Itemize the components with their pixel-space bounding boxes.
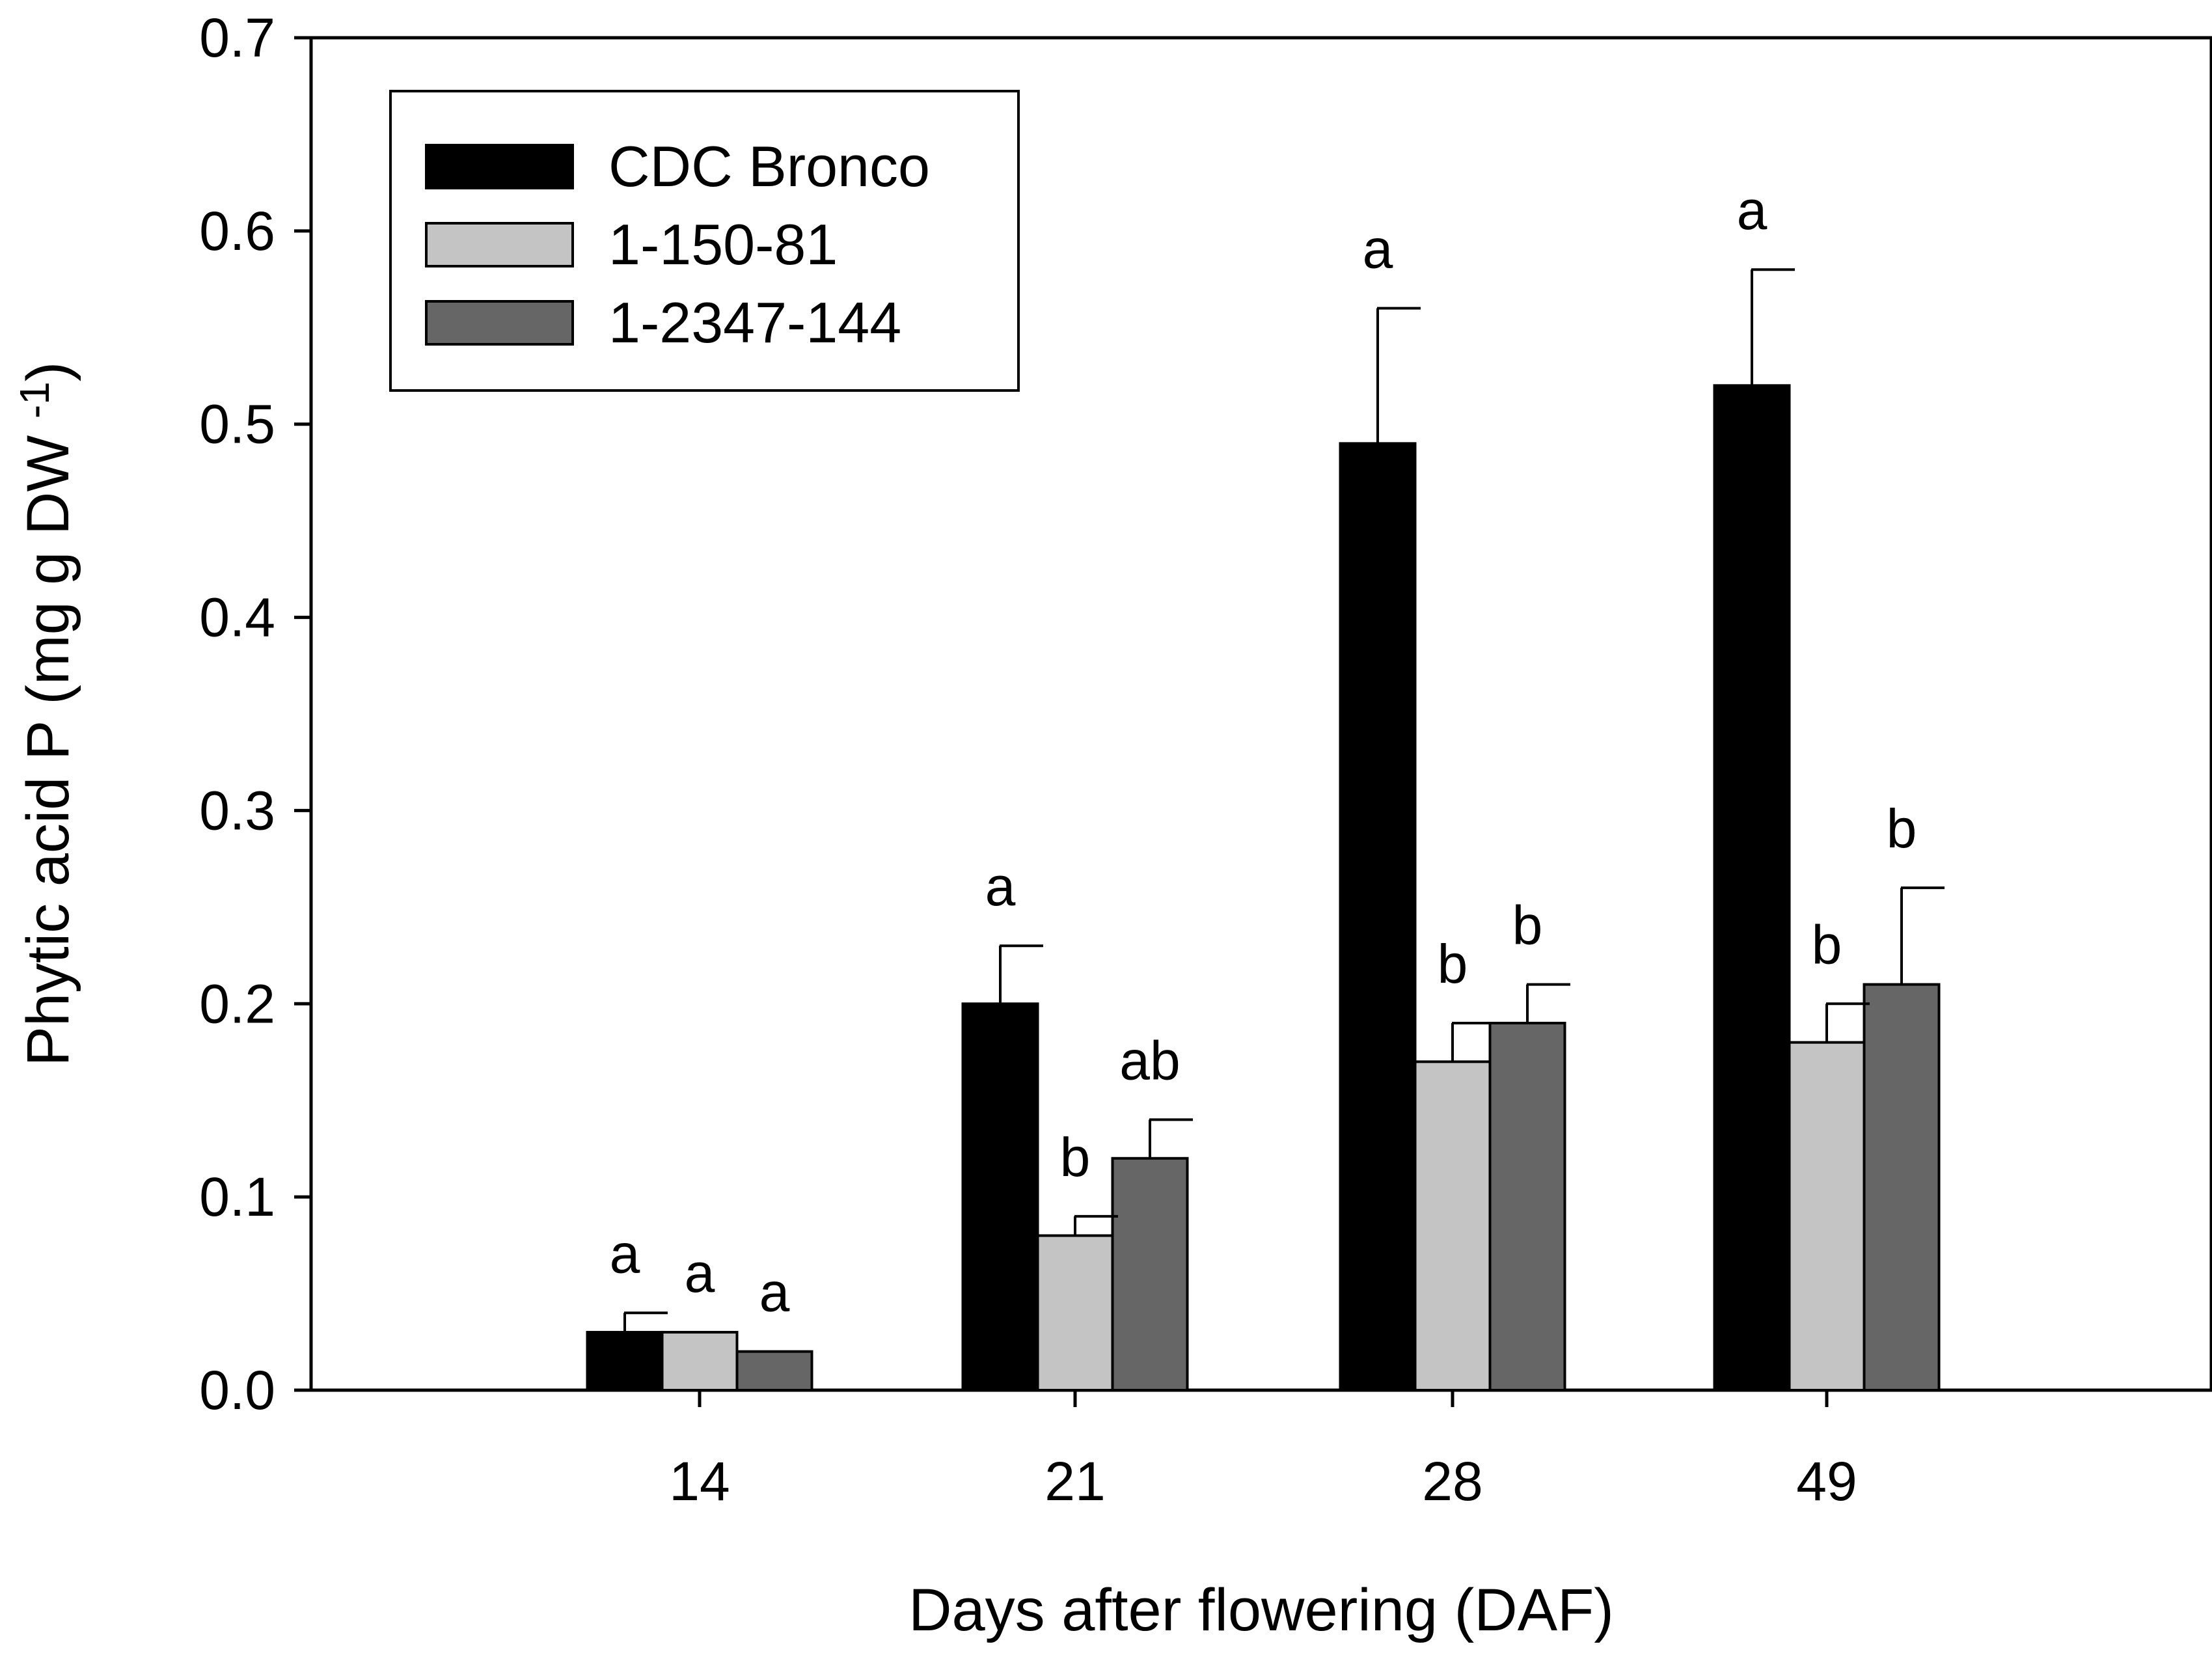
significance-letter: b xyxy=(1887,798,1917,859)
bar-1-2347-144-21 xyxy=(1111,1157,1189,1392)
y-axis: 0.0 0.1 0.2 0.3 0.4 0.5 0.6 0.7 xyxy=(199,7,311,1421)
bar-1-150-81-49 xyxy=(1788,1041,1866,1391)
y-tick-label: 0.4 xyxy=(199,587,275,648)
legend: CDC Bronco 1-150-81 1-2347-144 xyxy=(389,90,1020,392)
bar-1-150-81-14 xyxy=(661,1330,739,1392)
significance-letter: a xyxy=(685,1242,715,1304)
significance-letter: a xyxy=(610,1223,640,1284)
bar-1-2347-144-14 xyxy=(735,1350,813,1392)
bar-cdc-bronco-28 xyxy=(1339,442,1417,1391)
bar-1-150-81-28 xyxy=(1413,1060,1492,1392)
significance-letter: b xyxy=(1812,914,1842,975)
y-tick-label: 0.7 xyxy=(199,7,275,68)
y-tick-label: 0.6 xyxy=(199,200,275,262)
y-tick-label: 0.0 xyxy=(199,1360,275,1421)
y-axis-title-main: Phytic acid P (mg g DW xyxy=(15,418,81,1066)
bar-cdc-bronco-49 xyxy=(1713,384,1791,1391)
y-tick-label: 0.2 xyxy=(199,973,275,1034)
bar-cdc-bronco-21 xyxy=(961,1002,1039,1392)
legend-swatch xyxy=(425,144,574,189)
significance-letter: a xyxy=(759,1262,790,1323)
y-axis-title-superscript: -1 xyxy=(11,381,58,418)
x-axis: 14 21 28 49 xyxy=(669,1390,1857,1512)
significance-letter: a xyxy=(1363,219,1393,280)
significance-letter: b xyxy=(1512,895,1543,956)
y-axis-title-close: ) xyxy=(15,362,81,382)
significance-letter: a xyxy=(985,856,1016,917)
x-tick-label: 14 xyxy=(669,1451,730,1512)
significance-letter: ab xyxy=(1119,1030,1180,1091)
bar-cdc-bronco-14 xyxy=(586,1330,664,1392)
bar-1-2347-144-28 xyxy=(1488,1021,1566,1391)
legend-swatch xyxy=(425,300,574,346)
legend-label: 1-150-81 xyxy=(608,212,838,277)
y-axis-title: Phytic acid P (mg g DW -1) xyxy=(11,362,81,1067)
significance-letter: a xyxy=(1737,180,1768,241)
y-tick-label: 0.1 xyxy=(199,1166,275,1227)
y-tick-label: 0.3 xyxy=(199,780,275,841)
x-tick-label: 28 xyxy=(1422,1451,1482,1512)
bar-1-150-81-21 xyxy=(1036,1234,1114,1391)
bar-1-2347-144-49 xyxy=(1863,983,1941,1391)
x-axis-title: Days after flowering (DAF) xyxy=(908,1577,1614,1643)
error-bars-layer xyxy=(623,268,1945,1332)
significance-letter: b xyxy=(1060,1127,1091,1188)
legend-swatch xyxy=(425,222,574,267)
x-tick-label: 21 xyxy=(1045,1451,1105,1512)
plot-frame xyxy=(309,36,2212,1392)
bars-layer xyxy=(586,384,1941,1392)
legend-label: 1-2347-144 xyxy=(608,290,901,355)
legend-label: CDC Bronco xyxy=(608,134,930,199)
significance-letter: b xyxy=(1438,933,1468,994)
x-tick-label: 49 xyxy=(1796,1451,1857,1512)
y-tick-label: 0.5 xyxy=(199,394,275,455)
